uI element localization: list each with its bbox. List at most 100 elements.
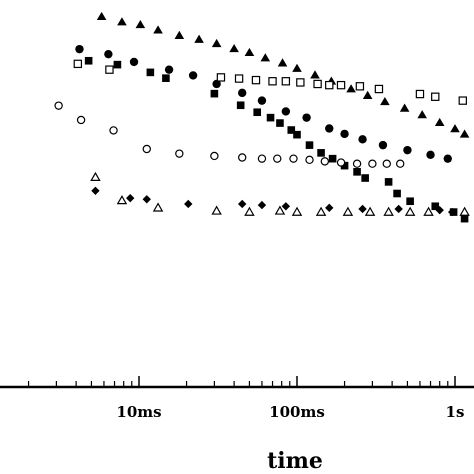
point-open-circle: [142, 144, 151, 154]
point-open-circle: [109, 126, 118, 135]
point-filled-triangle: [96, 11, 107, 21]
x-tick-label: 1s: [446, 403, 465, 421]
point-open-circle: [54, 101, 63, 110]
data-points: [54, 11, 470, 223]
x-ticks: [27, 376, 456, 387]
point-filled-circle: [302, 113, 311, 122]
point-filled-diamond: [281, 202, 291, 211]
point-filled-square: [276, 119, 284, 127]
point-filled-square: [287, 126, 296, 134]
point-filled-circle: [129, 57, 139, 67]
point-open-circle: [320, 157, 330, 166]
point-open-triangle: [383, 206, 394, 216]
point-filled-square: [384, 178, 393, 186]
point-open-circle: [368, 159, 377, 168]
point-filled-triangle: [362, 90, 373, 99]
point-filled-circle: [378, 140, 388, 150]
x-tick-label: 10ms: [116, 403, 161, 421]
point-open-triangle: [90, 171, 101, 181]
point-open-triangle: [342, 206, 354, 216]
point-filled-circle: [325, 124, 334, 133]
point-filled-triangle: [260, 53, 271, 62]
point-filled-diamond: [184, 199, 193, 209]
point-open-square: [415, 89, 425, 99]
point-filled-circle: [104, 49, 113, 59]
point-open-circle: [289, 154, 298, 163]
point-filled-square: [113, 60, 122, 69]
point-filled-circle: [238, 88, 247, 98]
point-filled-diamond: [447, 207, 457, 217]
x-tick-labels: 1ms10ms100ms1s: [116, 403, 465, 421]
point-open-triangle: [274, 205, 286, 215]
point-open-circle: [257, 154, 267, 163]
point-open-square: [374, 84, 384, 94]
point-open-circle: [305, 155, 314, 165]
point-open-circle: [382, 159, 391, 168]
point-filled-triangle: [153, 25, 163, 34]
point-filled-diamond: [257, 200, 267, 210]
point-filled-diamond: [126, 193, 135, 203]
point-open-circle: [352, 159, 362, 168]
point-filled-diamond: [435, 205, 444, 215]
point-open-circle: [273, 154, 282, 163]
point-filled-circle: [212, 79, 221, 89]
point-open-square: [281, 77, 291, 86]
point-open-triangle: [364, 206, 376, 216]
point-filled-square: [146, 68, 155, 77]
point-open-triangle: [315, 206, 327, 216]
point-filled-square: [305, 141, 314, 149]
point-filled-triangle: [244, 47, 255, 56]
point-open-square: [105, 65, 114, 74]
point-filled-triangle: [434, 117, 445, 127]
point-filled-triangle: [135, 19, 146, 29]
point-filled-square: [317, 149, 325, 157]
point-open-circle: [396, 159, 405, 168]
point-open-square: [73, 59, 83, 69]
point-open-triangle: [116, 195, 128, 205]
point-filled-triangle: [229, 43, 239, 53]
point-filled-diamond: [91, 186, 100, 195]
point-filled-triangle: [450, 124, 460, 133]
point-filled-triangle: [346, 84, 356, 93]
point-open-triangle: [152, 202, 164, 212]
point-open-square: [216, 73, 226, 82]
point-filled-triangle: [399, 103, 410, 112]
point-open-square: [355, 82, 365, 91]
point-open-square: [336, 80, 346, 90]
point-filled-square: [340, 161, 349, 170]
point-filled-triangle: [194, 34, 204, 43]
point-filled-square: [361, 174, 369, 182]
point-filled-circle: [358, 135, 367, 144]
x-axis-label: time: [267, 448, 323, 474]
point-open-circle: [175, 149, 184, 158]
point-open-triangle: [244, 206, 255, 216]
point-open-square: [268, 77, 277, 86]
point-filled-triangle: [292, 63, 302, 72]
point-filled-triangle: [174, 30, 185, 39]
point-filled-square: [393, 189, 401, 198]
point-open-square: [234, 74, 244, 83]
point-filled-diamond: [358, 204, 367, 214]
point-filled-circle: [340, 129, 349, 139]
point-filled-triangle: [417, 110, 427, 119]
point-open-square: [431, 92, 440, 101]
point-open-circle: [210, 151, 219, 161]
point-filled-circle: [75, 44, 84, 54]
point-open-triangle: [423, 206, 434, 216]
point-filled-triangle: [459, 129, 470, 138]
point-filled-square: [84, 56, 93, 65]
point-open-triangle: [211, 205, 222, 215]
point-filled-circle: [403, 145, 412, 155]
point-filled-circle: [281, 107, 291, 116]
point-filled-triangle: [380, 96, 390, 106]
point-filled-square: [353, 168, 361, 176]
point-open-triangle: [291, 206, 303, 216]
point-filled-square: [266, 113, 275, 122]
point-open-square: [458, 96, 467, 105]
point-open-circle: [76, 115, 86, 125]
point-filled-square: [210, 89, 219, 98]
point-filled-triangle: [211, 38, 222, 48]
point-open-square: [296, 78, 305, 87]
point-filled-square: [236, 101, 245, 110]
point-filled-circle: [426, 150, 435, 159]
